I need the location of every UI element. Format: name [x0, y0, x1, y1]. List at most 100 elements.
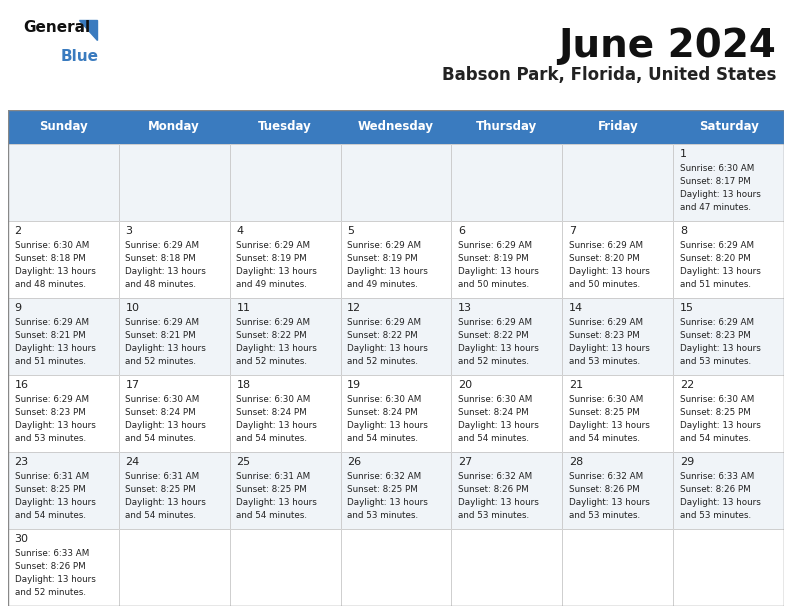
FancyBboxPatch shape [673, 375, 784, 452]
Text: 19: 19 [347, 380, 361, 390]
Text: and 53 minutes.: and 53 minutes. [680, 511, 751, 520]
Text: and 52 minutes.: and 52 minutes. [458, 357, 529, 366]
Text: and 52 minutes.: and 52 minutes. [236, 357, 307, 366]
Text: Sunrise: 6:31 AM: Sunrise: 6:31 AM [125, 472, 200, 481]
FancyBboxPatch shape [230, 452, 341, 529]
Text: 4: 4 [236, 226, 243, 236]
Text: Sunrise: 6:29 AM: Sunrise: 6:29 AM [125, 241, 200, 250]
Text: Daylight: 13 hours: Daylight: 13 hours [14, 344, 96, 353]
Text: General: General [24, 20, 90, 35]
Text: Sunset: 8:22 PM: Sunset: 8:22 PM [458, 331, 529, 340]
Text: Daylight: 13 hours: Daylight: 13 hours [125, 267, 207, 276]
Text: Sunset: 8:25 PM: Sunset: 8:25 PM [680, 408, 751, 417]
Text: Sunrise: 6:29 AM: Sunrise: 6:29 AM [125, 318, 200, 327]
Text: Daylight: 13 hours: Daylight: 13 hours [680, 421, 761, 430]
Text: Sunrise: 6:29 AM: Sunrise: 6:29 AM [458, 241, 532, 250]
Text: 5: 5 [347, 226, 354, 236]
Text: and 54 minutes.: and 54 minutes. [125, 511, 196, 520]
Text: 7: 7 [569, 226, 576, 236]
Text: 27: 27 [458, 457, 472, 467]
Text: Daylight: 13 hours: Daylight: 13 hours [680, 498, 761, 507]
Text: and 48 minutes.: and 48 minutes. [125, 280, 196, 289]
Text: Daylight: 13 hours: Daylight: 13 hours [680, 267, 761, 276]
Text: Sunset: 8:26 PM: Sunset: 8:26 PM [569, 485, 640, 494]
FancyBboxPatch shape [341, 298, 451, 375]
FancyBboxPatch shape [119, 144, 230, 221]
Text: 25: 25 [236, 457, 250, 467]
FancyBboxPatch shape [341, 452, 451, 529]
Text: 14: 14 [569, 303, 583, 313]
Text: 28: 28 [569, 457, 583, 467]
Text: 20: 20 [458, 380, 472, 390]
Text: Daylight: 13 hours: Daylight: 13 hours [347, 344, 428, 353]
FancyBboxPatch shape [230, 298, 341, 375]
FancyBboxPatch shape [8, 452, 119, 529]
Text: and 47 minutes.: and 47 minutes. [680, 203, 751, 212]
Text: Daylight: 13 hours: Daylight: 13 hours [14, 267, 96, 276]
Text: Sunset: 8:20 PM: Sunset: 8:20 PM [680, 254, 751, 263]
FancyBboxPatch shape [673, 529, 784, 606]
Text: and 54 minutes.: and 54 minutes. [458, 434, 529, 443]
Text: Daylight: 13 hours: Daylight: 13 hours [347, 421, 428, 430]
Text: 21: 21 [569, 380, 583, 390]
Text: Sunrise: 6:29 AM: Sunrise: 6:29 AM [680, 318, 754, 327]
Text: Sunset: 8:17 PM: Sunset: 8:17 PM [680, 177, 751, 186]
Text: Daylight: 13 hours: Daylight: 13 hours [680, 190, 761, 199]
FancyBboxPatch shape [451, 529, 562, 606]
Text: 15: 15 [680, 303, 694, 313]
Text: 17: 17 [125, 380, 139, 390]
Text: and 53 minutes.: and 53 minutes. [569, 357, 640, 366]
Text: and 54 minutes.: and 54 minutes. [347, 434, 418, 443]
FancyBboxPatch shape [8, 375, 119, 452]
Text: Sunset: 8:22 PM: Sunset: 8:22 PM [347, 331, 418, 340]
FancyBboxPatch shape [119, 529, 230, 606]
FancyBboxPatch shape [230, 144, 341, 221]
Text: and 53 minutes.: and 53 minutes. [347, 511, 418, 520]
Text: Sunrise: 6:33 AM: Sunrise: 6:33 AM [680, 472, 754, 481]
FancyBboxPatch shape [451, 110, 562, 144]
Text: Sunrise: 6:30 AM: Sunrise: 6:30 AM [236, 395, 310, 404]
Text: Sunrise: 6:29 AM: Sunrise: 6:29 AM [569, 241, 643, 250]
Text: and 48 minutes.: and 48 minutes. [14, 280, 86, 289]
Text: Sunset: 8:21 PM: Sunset: 8:21 PM [14, 331, 86, 340]
FancyBboxPatch shape [8, 221, 119, 298]
Text: 16: 16 [14, 380, 29, 390]
Text: Daylight: 13 hours: Daylight: 13 hours [458, 421, 539, 430]
Text: 30: 30 [14, 534, 29, 544]
Polygon shape [79, 20, 97, 40]
FancyBboxPatch shape [451, 144, 562, 221]
Text: Sunset: 8:22 PM: Sunset: 8:22 PM [236, 331, 307, 340]
FancyBboxPatch shape [673, 298, 784, 375]
Text: Sunset: 8:25 PM: Sunset: 8:25 PM [569, 408, 640, 417]
Text: and 49 minutes.: and 49 minutes. [347, 280, 418, 289]
Text: and 54 minutes.: and 54 minutes. [236, 511, 307, 520]
FancyBboxPatch shape [562, 221, 673, 298]
FancyBboxPatch shape [562, 144, 673, 221]
Text: and 53 minutes.: and 53 minutes. [569, 511, 640, 520]
FancyBboxPatch shape [562, 110, 673, 144]
Text: Babson Park, Florida, United States: Babson Park, Florida, United States [442, 66, 776, 84]
Text: 26: 26 [347, 457, 361, 467]
FancyBboxPatch shape [451, 221, 562, 298]
Text: and 54 minutes.: and 54 minutes. [236, 434, 307, 443]
Text: Sunrise: 6:30 AM: Sunrise: 6:30 AM [347, 395, 421, 404]
FancyBboxPatch shape [230, 375, 341, 452]
Text: Sunrise: 6:31 AM: Sunrise: 6:31 AM [236, 472, 310, 481]
Text: Sunset: 8:18 PM: Sunset: 8:18 PM [125, 254, 196, 263]
Text: Daylight: 13 hours: Daylight: 13 hours [236, 421, 318, 430]
Text: Sunrise: 6:30 AM: Sunrise: 6:30 AM [458, 395, 532, 404]
Text: Monday: Monday [148, 121, 200, 133]
Text: Sunset: 8:26 PM: Sunset: 8:26 PM [458, 485, 529, 494]
Text: 8: 8 [680, 226, 687, 236]
FancyBboxPatch shape [341, 110, 451, 144]
Text: Sunset: 8:19 PM: Sunset: 8:19 PM [458, 254, 529, 263]
Text: 29: 29 [680, 457, 694, 467]
Text: Sunrise: 6:29 AM: Sunrise: 6:29 AM [347, 241, 421, 250]
FancyBboxPatch shape [8, 529, 119, 606]
Text: June 2024: June 2024 [558, 27, 776, 65]
FancyBboxPatch shape [119, 375, 230, 452]
Text: and 54 minutes.: and 54 minutes. [125, 434, 196, 443]
Text: and 54 minutes.: and 54 minutes. [14, 511, 86, 520]
Text: Daylight: 13 hours: Daylight: 13 hours [125, 498, 207, 507]
Text: Daylight: 13 hours: Daylight: 13 hours [680, 344, 761, 353]
